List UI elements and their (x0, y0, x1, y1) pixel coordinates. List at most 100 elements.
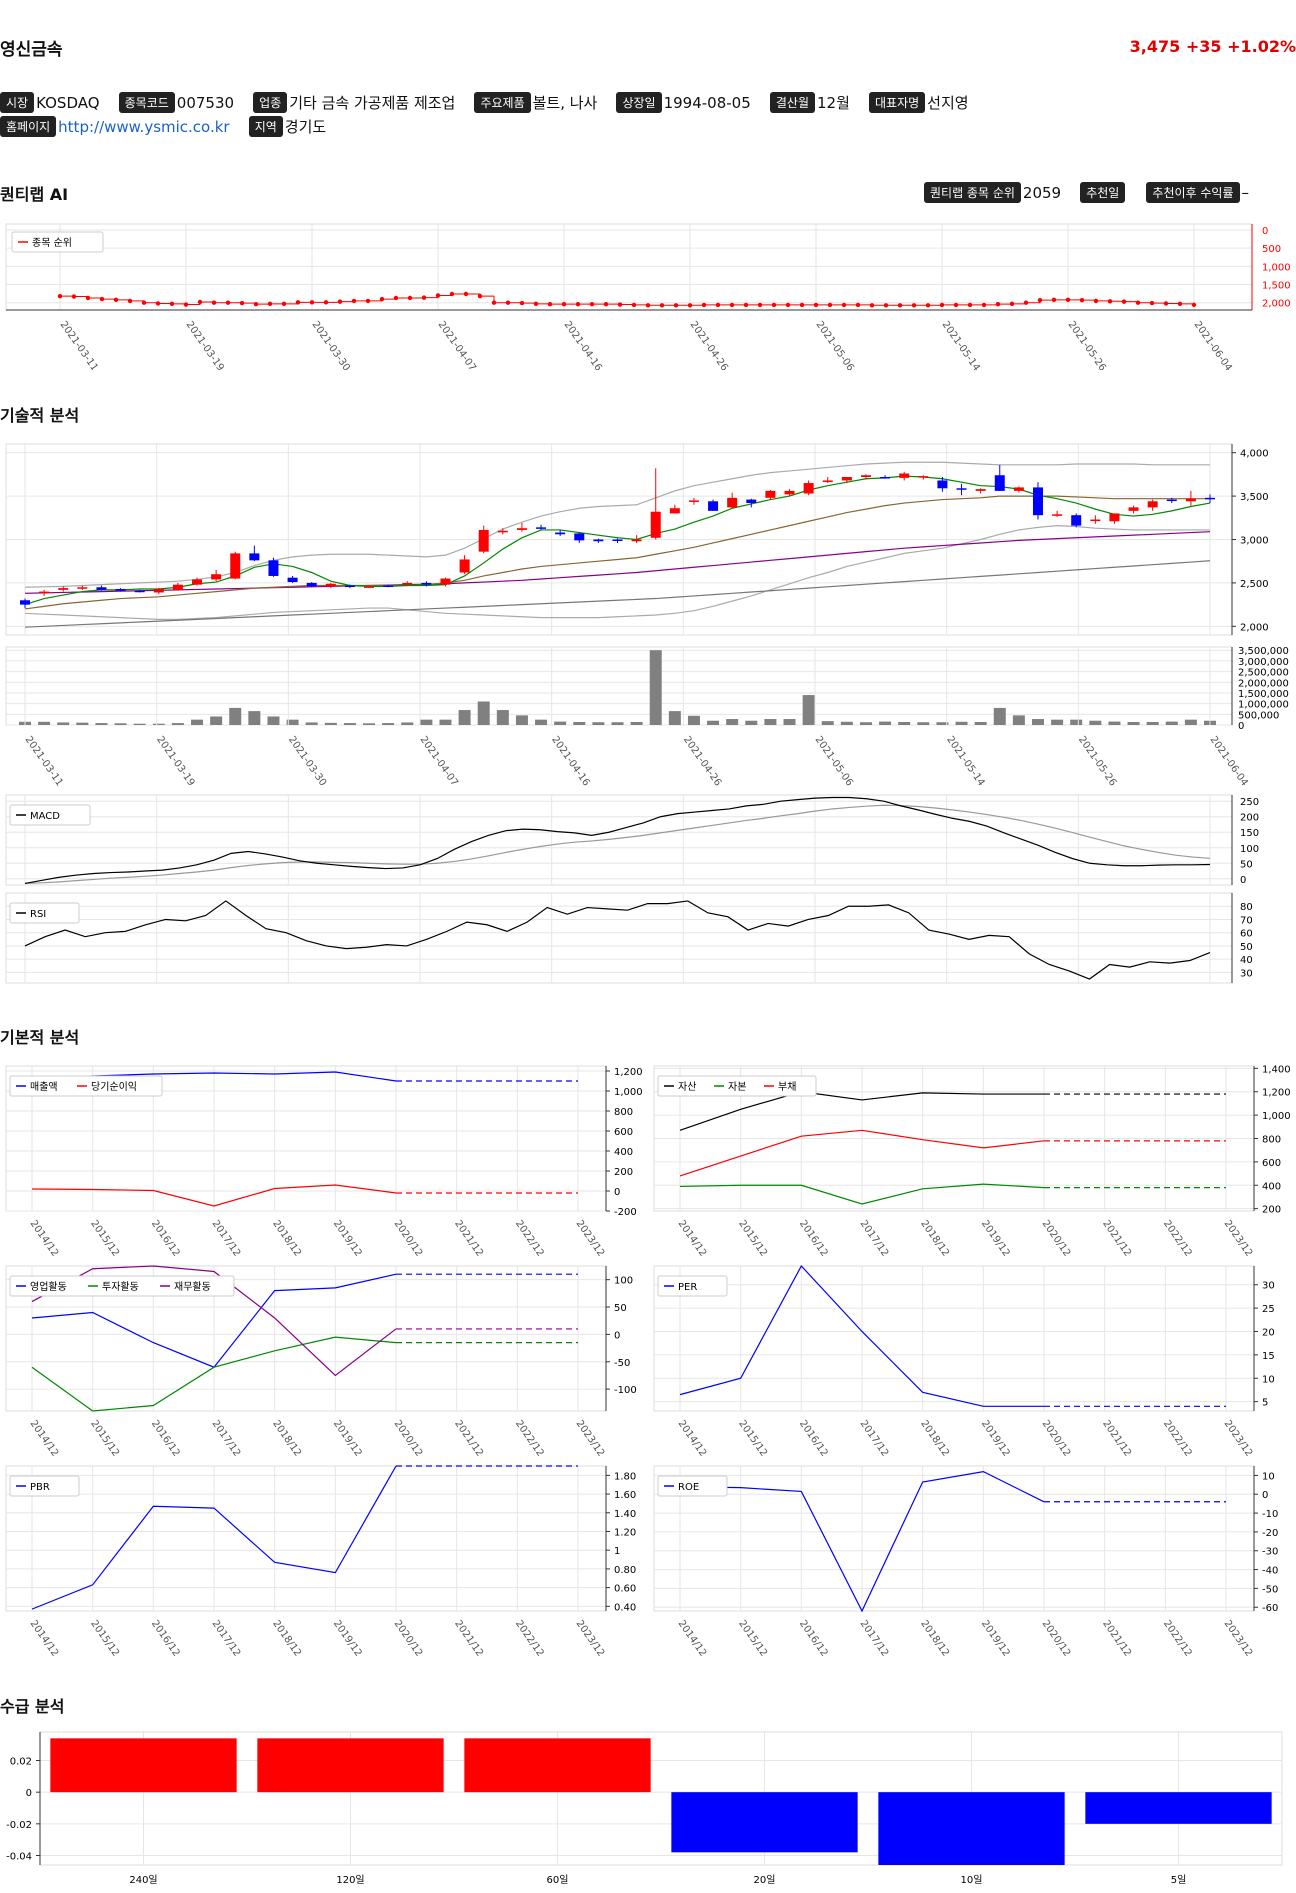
price-candle (134, 590, 145, 593)
fin1-x-tick-label: 2018/12 (270, 1218, 303, 1258)
volume-bar (1070, 719, 1083, 725)
per-legend-label: PER (678, 1282, 697, 1293)
fin3-y-tick-label: -100 (614, 1385, 637, 1396)
rsi-line (24, 900, 1211, 980)
volume-x-tick-label: 2021-04-26 (681, 734, 723, 788)
fin3-x-tick-label: 2016/12 (149, 1418, 182, 1458)
volume-x-tick-label: 2021-04-07 (418, 734, 460, 788)
fin2-series-line (679, 1129, 1045, 1177)
rank-x-tick-label: 2021-05-06 (814, 319, 856, 370)
section-ai-title: 퀀티랩 AI (0, 185, 69, 204)
pbr-y-tick-label: 1.40 (614, 1509, 636, 1520)
fin1-x-tick-label: 2017/12 (210, 1218, 243, 1258)
fin2-x-tick-label: 2023/12 (1222, 1218, 1255, 1258)
volume-bar (859, 722, 872, 725)
rank-point (1009, 301, 1015, 307)
fin1-legend-label: 매출액 (30, 1081, 58, 1093)
volume-bar (936, 722, 949, 725)
supply-y-tick-label: 0 (26, 1788, 32, 1799)
price-candle (555, 532, 566, 535)
rank-point (925, 303, 931, 308)
fin3-legend-label: 투자활동 (102, 1280, 139, 1293)
roe-y-tick-label: -60 (1262, 1603, 1278, 1614)
supply-x-tick-label: 60일 (547, 1874, 569, 1886)
price-candle (918, 476, 929, 478)
ceo-value: 선지영 (927, 94, 969, 112)
rank-point (169, 301, 175, 307)
rank-point (547, 301, 553, 307)
fin2-series-line (679, 1091, 1044, 1131)
volume-bar (993, 707, 1006, 725)
rsi-chart: 80 70 60 50 40 30 RSI (5, 892, 1253, 984)
fin3-x-tick-label: 2023/12 (574, 1418, 607, 1458)
fin3-legend-box (9, 1275, 235, 1297)
roe-series-line (679, 1471, 1045, 1613)
market-badge: 시장 (0, 92, 35, 113)
rank-point (155, 301, 161, 306)
macd-legend-box (9, 804, 91, 826)
volume-bar (917, 722, 930, 725)
fin2-legend-label: 자본 (728, 1081, 746, 1093)
price-candle (822, 480, 833, 482)
per-series-line (679, 1264, 1044, 1407)
homepage-link[interactable]: http://www.ysmic.co.kr (58, 117, 230, 136)
macd-legend-label: MACD (30, 811, 60, 822)
volume-x-tick-label: 2021-03-11 (23, 734, 65, 788)
price-candle (1147, 501, 1158, 508)
fin1-series-line (31, 1184, 397, 1207)
price-candle (765, 490, 776, 498)
rank-point (183, 302, 189, 307)
price-candle (115, 588, 126, 591)
rank-x-tick-label: 2021-04-16 (562, 319, 604, 370)
price-candle (650, 511, 661, 538)
volume-bar (573, 722, 586, 725)
fin2-x-tick-label: 2019/12 (979, 1218, 1012, 1258)
fin2-x-tick-label: 2017/12 (858, 1218, 891, 1258)
price-candle (860, 475, 871, 477)
fiscal-value: 12월 (817, 94, 850, 112)
volume-y-tick-label: 1,000,000 (1238, 700, 1289, 711)
rank-point (617, 302, 623, 307)
fin2-legend-label: 부채 (778, 1081, 796, 1093)
volume-bar (401, 722, 414, 725)
fin1-y-tick-label: -200 (614, 1207, 637, 1218)
per-x-tick-label: 2016/12 (797, 1418, 830, 1458)
volume-bar (496, 710, 509, 725)
rank-point (197, 299, 203, 305)
price-candle (688, 500, 699, 502)
per-y-tick-label: 15 (1262, 1351, 1275, 1362)
per-x-tick-label: 2018/12 (918, 1418, 951, 1458)
rank-point (771, 302, 777, 308)
price-candle (1205, 497, 1215, 500)
rank-point (491, 300, 497, 305)
fin3-x-tick-label: 2019/12 (331, 1418, 364, 1458)
price-candle (1071, 515, 1082, 526)
volume-bar (840, 721, 853, 725)
roe-y-tick-label: -20 (1262, 1528, 1278, 1539)
pbr-y-tick-label: 1 (614, 1546, 620, 1557)
rank-point (407, 295, 413, 301)
price-candle (708, 501, 719, 511)
rank-point (981, 302, 987, 308)
volume-bar (210, 716, 223, 725)
fin2-x-tick-label: 2014/12 (676, 1218, 709, 1258)
rank-point (253, 301, 259, 307)
fin3-x-tick-label: 2020/12 (392, 1418, 425, 1458)
price-candle (994, 475, 1005, 491)
roe-x-tick-label: 2014/12 (676, 1618, 709, 1658)
price-y-tick-label: 2,000 (1240, 622, 1269, 633)
volume-bar (974, 722, 987, 725)
fin3-y-tick-label: 0 (614, 1330, 620, 1341)
supply-bar (878, 1792, 1065, 1865)
fin2-y-tick-label: 800 (1262, 1135, 1281, 1146)
rank-point (85, 295, 91, 301)
fin3-legend-label: 영업활동 (30, 1280, 67, 1293)
rank-point (911, 303, 917, 308)
price-candle (268, 560, 279, 576)
rank-point (1023, 300, 1029, 305)
rank-point (589, 301, 595, 307)
price-candle (536, 527, 547, 529)
supply-y-tick-label: -0.04 (6, 1852, 32, 1863)
rank-point (813, 302, 819, 308)
rank-point (477, 293, 483, 299)
